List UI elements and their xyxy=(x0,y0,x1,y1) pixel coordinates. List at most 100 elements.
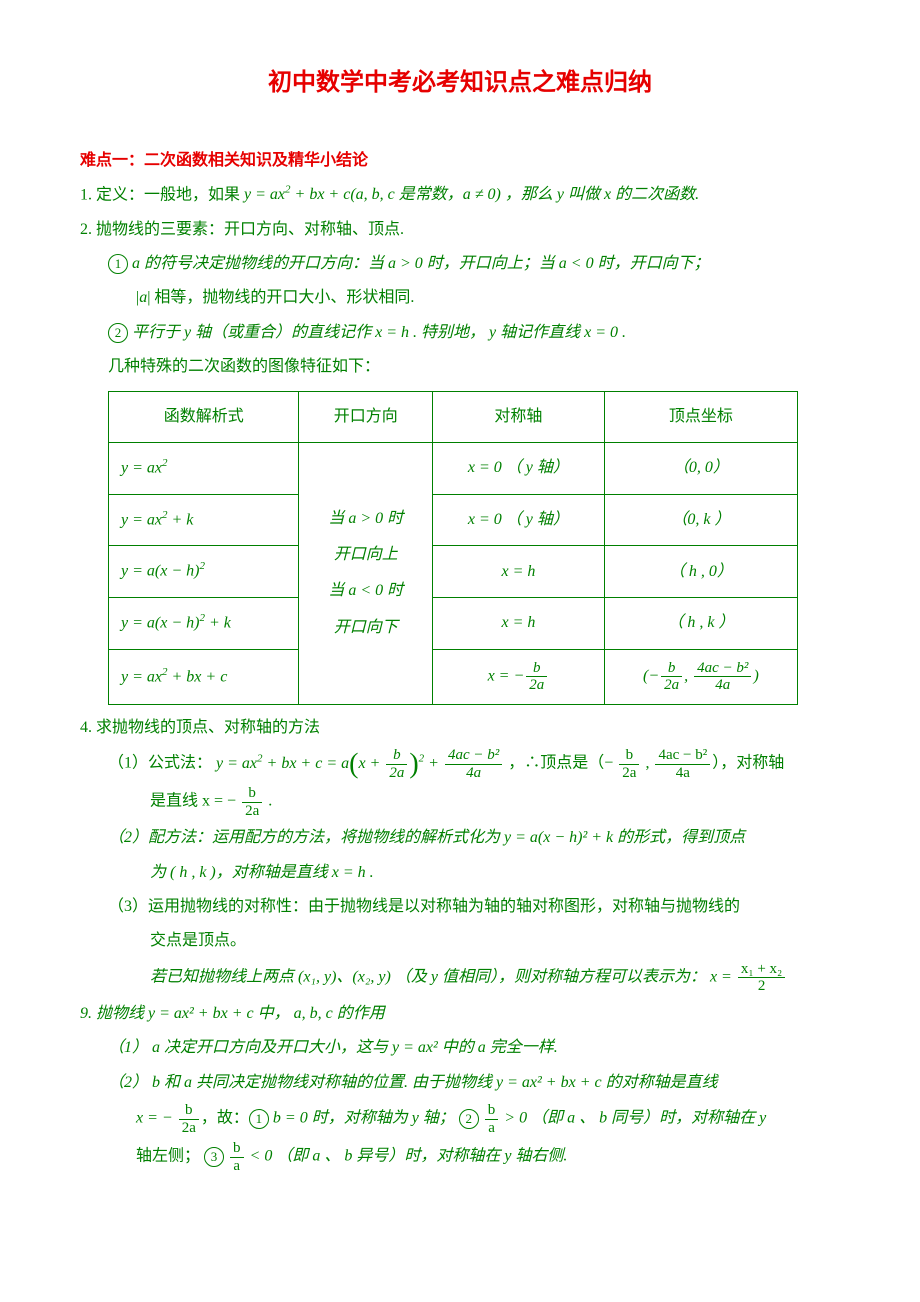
dir-l3: 当 a < 0 时 xyxy=(307,576,424,606)
s9p2b-d: > 0 （即 a 、 b 同号）时，对称轴在 y xyxy=(500,1110,766,1127)
frac-num: b xyxy=(230,1140,244,1158)
cell-vertex: (−b2a, 4ac − b²4a) xyxy=(604,649,797,704)
bullet-2: 2 平行于 y 轴（或重合）的直线记作 x = h . 特别地， y 轴记作直线… xyxy=(80,318,840,348)
th-axis: 对称轴 xyxy=(433,391,605,442)
m1h: 是直线 x = − xyxy=(150,793,240,810)
circle-1-icon: 1 xyxy=(249,1109,269,1129)
cell-fn: y = a(x − h)2 xyxy=(109,546,299,598)
m1i: . xyxy=(264,793,272,810)
frac-den: 4a xyxy=(445,765,502,782)
table-row: y = ax2 + bx + c x = −b2a (−b2a, 4ac − b… xyxy=(109,649,798,704)
cell-fn: y = ax2 + bx + c xyxy=(109,649,299,704)
circle-3-icon: 3 xyxy=(204,1147,224,1167)
s9p1: （1） a 决定开口方向及开口大小，这与 y = ax² 中的 a 完全一样. xyxy=(108,1039,558,1056)
method-2: （2）配方法：运用配方的方法，将抛物线的解析式化为 y = a(x − h)² … xyxy=(80,823,840,853)
frac-den: 4a xyxy=(655,765,710,782)
abs-a: |a| xyxy=(136,289,150,306)
dir-l2: 开口向上 xyxy=(307,540,424,570)
frac-num: x₁ + x₂ xyxy=(738,961,785,979)
page-title: 初中数学中考必考知识点之难点归纳 xyxy=(80,60,840,106)
cell-axis: x = h xyxy=(433,546,605,598)
b1b-text: 相等，抛物线的开口大小、形状相同. xyxy=(150,289,414,306)
cell-direction: 当 a > 0 时 开口向上 当 a < 0 时 开口向下 xyxy=(299,443,433,705)
s9-p2c: 轴左侧； 3 ba < 0 （即 a 、 b 异号）时，对称轴在 y 轴右侧. xyxy=(80,1140,840,1174)
table-row: y = ax2 + k x = 0 （ y 轴） （0, k ） xyxy=(109,494,798,546)
frac-num: b xyxy=(619,747,639,765)
dir-l1: 当 a > 0 时 xyxy=(307,504,424,534)
frac-num: b xyxy=(661,660,682,678)
frac-num: b xyxy=(242,785,262,803)
frac-den: 2 xyxy=(738,978,785,995)
cell-fn: y = ax2 xyxy=(109,443,299,495)
table-row: y = ax2 当 a > 0 时 开口向上 当 a < 0 时 开口向下 x … xyxy=(109,443,798,495)
s9p2b-c: b = 0 时，对称轴为 y 轴； xyxy=(269,1110,459,1127)
definition-line: 1. 定义：一般地，如果 y = ax2 + bx + c(a, b, c 是常… xyxy=(80,180,840,211)
cell-fn: y = a(x − h)2 + k xyxy=(109,598,299,650)
method-1: （1）公式法： y = ax2 + bx + c = a(x + b2a)2 +… xyxy=(80,747,840,781)
table-row: y = a(x − h)2 x = h （ h , 0） xyxy=(109,546,798,598)
frac-num: b xyxy=(386,747,407,765)
formula-table: 函数解析式 开口方向 对称轴 顶点坐标 y = ax2 当 a > 0 时 开口… xyxy=(108,391,798,705)
m2b: 为 ( h , k )，对称轴是直线 x = h . xyxy=(150,864,374,881)
th-fn: 函数解析式 xyxy=(109,391,299,442)
frac-den: 2a xyxy=(526,677,547,694)
s4-heading: 4. 求抛物线的顶点、对称轴的方法 xyxy=(80,713,840,743)
frac-num: b xyxy=(179,1102,199,1120)
m3c-text: 若已知抛物线上两点 (x₁, y)、(x₂, y) （及 y 值相同），则对称轴… xyxy=(150,969,736,986)
m2a: （2）配方法：运用配方的方法，将抛物线的解析式化为 y = a(x − h)² … xyxy=(108,829,745,846)
frac-num: 4ac − b² xyxy=(655,747,710,765)
table-row: y = a(x − h)2 + k x = h （ h , k ） xyxy=(109,598,798,650)
b1-text: a 的符号决定抛物线的开口方向：当 a > 0 时，开口向上；当 a < 0 时… xyxy=(132,255,710,272)
m1f: , xyxy=(641,755,653,772)
method-2b: 为 ( h , k )，对称轴是直线 x = h . xyxy=(80,858,840,888)
m1g: ），对称轴 xyxy=(712,755,784,772)
frac-den: 2a xyxy=(661,677,682,694)
s9p2b-a: x = − xyxy=(136,1110,177,1127)
cell-axis: x = 0 （ y 轴） xyxy=(433,494,605,546)
cell-vertex: （0, k ） xyxy=(604,494,797,546)
def-formula: y = ax2 + bx + c(a, b, c 是常数，a ≠ 0) ，那么 … xyxy=(244,186,699,203)
frac-num: b xyxy=(485,1102,499,1120)
circle-1-icon: 1 xyxy=(108,254,128,274)
f2: + bx + c(a, b, c 是常数， xyxy=(291,186,463,203)
s9-p2b: x = − b2a，故：1 b = 0 时，对称轴为 y 轴； 2 ba > 0… xyxy=(80,1102,840,1136)
frac-den: 2a xyxy=(179,1120,199,1137)
frac-den: 2a xyxy=(386,765,407,782)
cell-axis: x = h xyxy=(433,598,605,650)
m1e: ，∴顶点是（− xyxy=(504,755,617,772)
frac-den: a xyxy=(485,1120,499,1137)
cell-fn: y = ax2 + k xyxy=(109,494,299,546)
def-text-a: 1. 定义：一般地，如果 xyxy=(80,186,244,203)
cell-axis: x = −b2a xyxy=(433,649,605,704)
s9-p1: （1） a 决定开口方向及开口大小，这与 y = ax² 中的 a 完全一样. xyxy=(80,1033,840,1063)
frac-den: a xyxy=(230,1158,244,1175)
cell-vertex: （ h , 0） xyxy=(604,546,797,598)
dir-l4: 开口向下 xyxy=(307,613,424,643)
method-3b: 交点是顶点。 xyxy=(80,926,840,956)
s9p2: （2） b 和 a 共同决定抛物线对称轴的位置. 由于抛物线 y = ax² +… xyxy=(108,1074,718,1091)
method-3c: 若已知抛物线上两点 (x₁, y)、(x₂, y) （及 y 值相同），则对称轴… xyxy=(80,961,840,995)
s9h: 9. 抛物线 y = ax² + bx + c 中， a, b, c 的作用 xyxy=(80,1005,385,1022)
cell-vertex: （0, 0） xyxy=(604,443,797,495)
b2-text: 平行于 y 轴（或重合）的直线记作 x = h . 特别地， y 轴记作直线 x… xyxy=(132,324,626,341)
m1a: （1）公式法： xyxy=(108,755,216,772)
cell-vertex: （ h , k ） xyxy=(604,598,797,650)
frac-den: 4a xyxy=(694,677,751,694)
m1-formula: y = ax2 + bx + c = a(x + b2a)2 + 4ac − b… xyxy=(216,755,504,772)
f3: a ≠ 0) ，那么 y 叫做 x 的二次函数. xyxy=(463,186,699,203)
bullet-1: 1 a 的符号决定抛物线的开口方向：当 a > 0 时，开口向上；当 a < 0… xyxy=(80,249,840,279)
bullet-1b: |a| 相等，抛物线的开口大小、形状相同. xyxy=(80,283,840,313)
frac-num: 4ac − b² xyxy=(694,660,751,678)
method-3: （3）运用抛物线的对称性：由于抛物线是以对称轴为轴的轴对称图形，对称轴与抛物线的 xyxy=(80,892,840,922)
table-intro: 几种特殊的二次函数的图像特征如下： xyxy=(80,352,840,382)
frac-num: b xyxy=(526,660,547,678)
cell-axis: x = 0 （ y 轴） xyxy=(433,443,605,495)
circle-2-icon: 2 xyxy=(459,1109,479,1129)
section-heading: 难点一：二次函数相关知识及精华小结论 xyxy=(80,146,840,176)
s9-p2: （2） b 和 a 共同决定抛物线对称轴的位置. 由于抛物线 y = ax² +… xyxy=(80,1068,840,1098)
three-elements: 2. 抛物线的三要素：开口方向、对称轴、顶点. xyxy=(80,215,840,245)
s9p2b-f: < 0 （即 a 、 b 异号）时，对称轴在 y 轴右侧. xyxy=(246,1148,568,1165)
table-header-row: 函数解析式 开口方向 对称轴 顶点坐标 xyxy=(109,391,798,442)
circle-2-icon: 2 xyxy=(108,323,128,343)
s9-heading: 9. 抛物线 y = ax² + bx + c 中， a, b, c 的作用 xyxy=(80,999,840,1029)
